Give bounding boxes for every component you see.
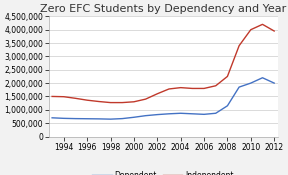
Title: Zero EFC Students by Dependency and Year: Zero EFC Students by Dependency and Year — [40, 4, 286, 14]
Legend: Dependent, Independent: Dependent, Independent — [90, 168, 237, 175]
